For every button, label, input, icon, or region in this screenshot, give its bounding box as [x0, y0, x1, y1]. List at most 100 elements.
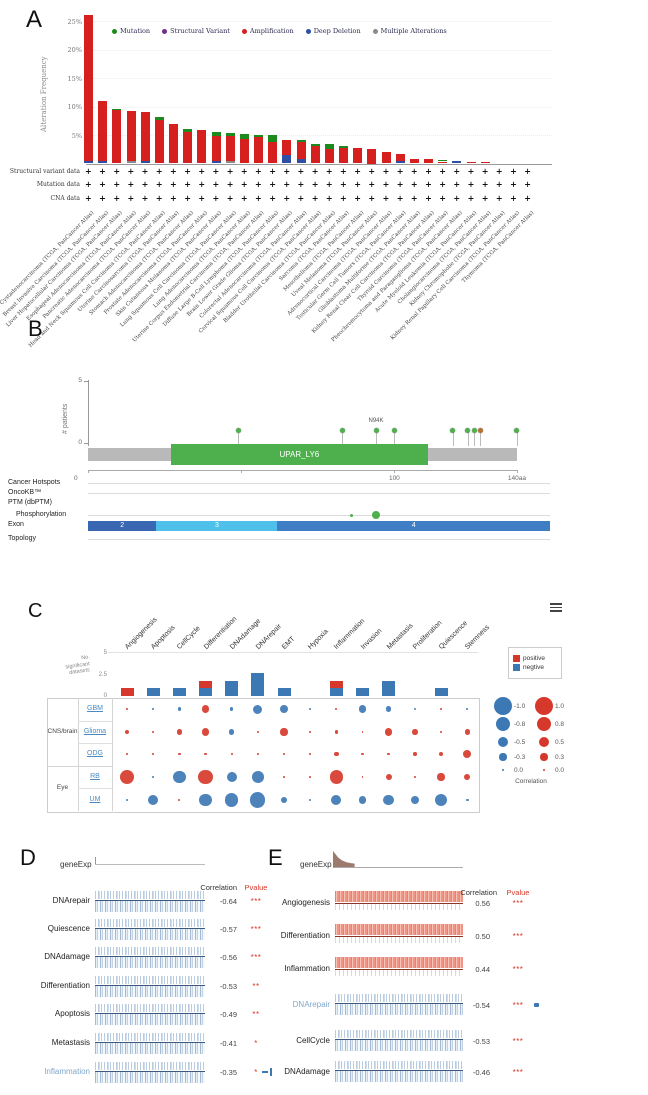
data-availability-row-label: Structural variant data — [9, 167, 80, 175]
plus-icon: + — [481, 165, 489, 176]
pathway-row-label: DNArepair — [52, 896, 90, 905]
plus-icon: + — [297, 165, 305, 176]
correlation-value: -0.56 — [219, 952, 237, 962]
aa-axis-line — [88, 470, 517, 471]
bar-segment — [98, 161, 108, 164]
bar-segment — [112, 108, 122, 111]
bar-segment — [183, 128, 193, 132]
legend-bubble-value: 1.0 — [555, 702, 565, 710]
track-layer — [95, 899, 205, 901]
pvalue-stars: *** — [250, 952, 262, 962]
plus-icon: + — [85, 165, 92, 176]
plus-icon: + — [495, 179, 503, 189]
pvalue-stars: ** — [252, 981, 260, 991]
correlation-value: -0.49 — [219, 1009, 237, 1019]
dataset-link-um[interactable]: UM — [89, 795, 101, 803]
correlation-bubble — [279, 704, 289, 714]
correlation-bubble — [385, 728, 393, 736]
correlation-bubble — [463, 749, 472, 759]
plus-icon: + — [495, 192, 503, 203]
row-cursor-icon[interactable] — [270, 1068, 272, 1076]
track-layer — [95, 1072, 205, 1083]
pathway-row-label: Inflammation — [284, 964, 330, 973]
bar-segment — [296, 158, 306, 164]
correlation-bubble — [201, 728, 210, 736]
correlation-bubble — [309, 708, 312, 710]
menu-bar — [550, 610, 562, 612]
correlation-bubble — [410, 795, 419, 805]
legend-bubble-negative — [502, 769, 504, 771]
plus-icon: + — [453, 192, 461, 203]
track-label: Phosphorylation — [16, 511, 67, 518]
gene-exp-sparkline-line — [95, 864, 205, 865]
bar-segment — [84, 15, 93, 162]
track-layer — [335, 902, 463, 904]
plus-icon: + — [170, 179, 177, 189]
legend-bubble-value: 0.0 — [514, 766, 524, 774]
plus-icon: + — [354, 165, 361, 176]
expression-track — [335, 1060, 463, 1084]
pvalue-stars: *** — [512, 898, 524, 908]
significant-bar-segment — [199, 688, 212, 696]
correlation-bubble — [152, 776, 155, 778]
pathway-row-label: Differentiation — [280, 931, 330, 940]
track-layer — [95, 1043, 205, 1054]
bar-segment — [254, 136, 264, 164]
bar-segment — [268, 135, 278, 143]
menu-icon[interactable] — [550, 603, 562, 614]
track-layer — [335, 1030, 463, 1038]
dataset-link-rb[interactable]: RB — [90, 772, 100, 780]
correlation-bubble — [178, 799, 181, 801]
plus-icon: + — [184, 179, 191, 189]
pvalue-stars: *** — [250, 924, 262, 934]
plus-icon: + — [354, 192, 361, 203]
row-cursor-icon[interactable] — [262, 1071, 268, 1073]
track-layer — [95, 1033, 205, 1041]
y-gridline — [86, 49, 552, 51]
correlation-value: -0.64 — [219, 896, 237, 906]
dataset-link-odg[interactable]: ODG — [87, 749, 103, 757]
bar-segment — [409, 158, 419, 164]
plus-icon: + — [368, 192, 376, 203]
dataset-link-glioma[interactable]: Glioma — [83, 727, 107, 735]
correlation-bubble — [229, 707, 234, 711]
plus-icon: + — [113, 192, 121, 203]
legend-bubble-value: -0.5 — [514, 738, 526, 746]
row-marker-icon[interactable] — [534, 1003, 539, 1007]
legend-item: Structural Variant — [162, 27, 230, 35]
correlation-bubble — [385, 773, 392, 781]
legend-label: Amplification — [249, 27, 294, 35]
track-layer — [335, 1071, 463, 1082]
lollipop-stem — [480, 432, 482, 446]
grid-vline — [112, 698, 113, 811]
pvalue-stars: * — [254, 1038, 258, 1048]
plus-icon: + — [212, 179, 220, 189]
correlation-bubble — [465, 798, 469, 802]
pvalue-stars: *** — [512, 1036, 524, 1046]
patients-tick — [84, 381, 88, 382]
correlation-header-e: Correlation — [460, 888, 497, 897]
plus-icon: + — [340, 179, 347, 189]
correlation-bubble — [386, 706, 392, 712]
pvalue-stars: *** — [250, 896, 262, 906]
plus-icon: + — [155, 192, 163, 203]
legend-bubble-positive — [536, 716, 552, 732]
plus-icon: + — [240, 179, 248, 189]
bar-segment — [296, 141, 306, 159]
correlation-bubble — [152, 753, 155, 755]
plus-icon: + — [184, 165, 191, 176]
plus-icon: + — [325, 165, 333, 176]
pathway-row-label: DNArepair — [292, 1000, 330, 1009]
bar-segment — [310, 146, 320, 164]
plus-icon: + — [297, 179, 305, 189]
panel-label-e: E — [268, 845, 283, 870]
mutation-lollipop-dot — [391, 427, 397, 433]
mutation-lollipop-dot — [514, 427, 520, 433]
gene-exp-sparkline-line — [333, 867, 463, 868]
correlation-bubble — [224, 793, 239, 807]
significant-bar-segment — [382, 680, 396, 696]
dataset-link-gbm[interactable]: GBM — [87, 704, 103, 712]
expression-track — [95, 946, 205, 968]
plus-icon: + — [382, 179, 390, 189]
track-layer — [95, 957, 205, 968]
